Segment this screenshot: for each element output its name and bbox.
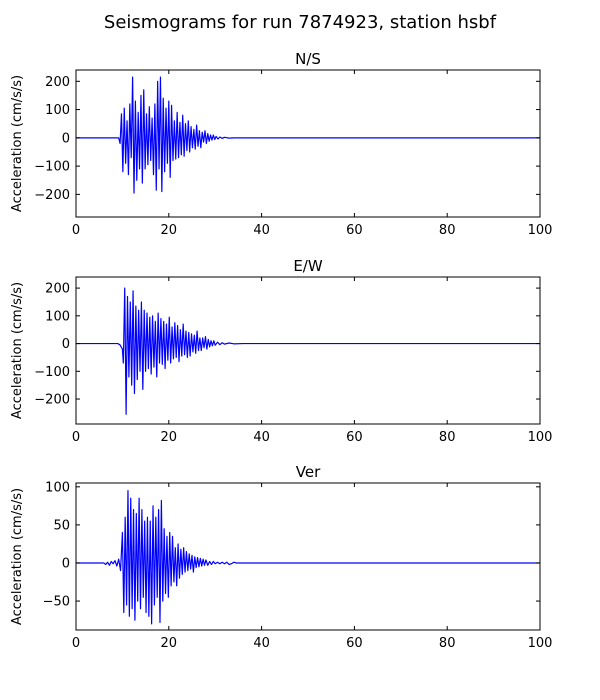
y-tick-label: −200 xyxy=(34,393,70,408)
y-tick-label: 0 xyxy=(62,556,70,571)
x-tick-label: 80 xyxy=(439,430,456,445)
x-tick-label: 100 xyxy=(528,636,553,651)
y-tick-label: 200 xyxy=(45,282,70,297)
x-tick-label: 0 xyxy=(72,223,80,238)
axes-frame xyxy=(75,276,541,425)
x-tick-label: 100 xyxy=(528,430,553,445)
figure-title: Seismograms for run 7874923, station hsb… xyxy=(104,12,497,33)
y-tick-label: 100 xyxy=(45,309,70,324)
chart-panel-1: N/S 0 20 40 60 80 100 −200 −100 0 100 200 Accelerati… xyxy=(10,50,552,238)
x-tick-label: 40 xyxy=(253,636,270,651)
y-axis-label: Acceleration (cm/s/s) xyxy=(10,75,25,212)
x-tick-label: 0 xyxy=(72,430,80,445)
chart-panel-3: Ver 0 20 40 60 80 100 −50 0 50 100 Acceleration (cm… xyxy=(10,463,552,651)
chart-panel-2: E/W 0 20 40 60 80 100 −200 −100 0 100 200 Accelerati… xyxy=(10,257,552,445)
seismogram-trace xyxy=(76,490,540,625)
y-axis-label: Acceleration (cm/s/s) xyxy=(10,282,25,419)
x-tick-label: 80 xyxy=(439,223,456,238)
x-tick-label: 20 xyxy=(161,223,178,238)
x-tick-label: 60 xyxy=(346,223,363,238)
x-tick-label: 60 xyxy=(346,430,363,445)
panel-title: Ver xyxy=(296,463,321,481)
seismogram-trace xyxy=(76,287,540,415)
x-tick-label: 60 xyxy=(346,636,363,651)
y-tick-label: 0 xyxy=(62,131,70,146)
x-tick-label: 80 xyxy=(439,636,456,651)
axes-frame xyxy=(75,69,541,218)
y-tick-label: 50 xyxy=(53,518,70,533)
panel-title: E/W xyxy=(293,257,323,275)
x-tick-label: 100 xyxy=(528,223,553,238)
x-tick-label: 40 xyxy=(253,223,270,238)
y-tick-label: −50 xyxy=(43,595,70,610)
panel-title: N/S xyxy=(295,50,321,68)
x-tick-label: 20 xyxy=(161,430,178,445)
y-tick-label: 100 xyxy=(45,103,70,118)
seismogram-trace xyxy=(76,76,540,194)
x-tick-label: 40 xyxy=(253,430,270,445)
y-tick-label: 0 xyxy=(62,337,70,352)
axes-frame xyxy=(75,482,541,631)
y-tick-label: −100 xyxy=(34,365,70,380)
y-tick-label: 200 xyxy=(45,75,70,90)
y-tick-label: −100 xyxy=(34,160,70,175)
x-tick-label: 0 xyxy=(72,636,80,651)
x-tick-label: 20 xyxy=(161,636,178,651)
y-tick-label: 100 xyxy=(45,480,70,495)
y-axis-label: Acceleration (cm/s/s) xyxy=(10,488,25,625)
y-tick-label: −200 xyxy=(34,188,70,203)
